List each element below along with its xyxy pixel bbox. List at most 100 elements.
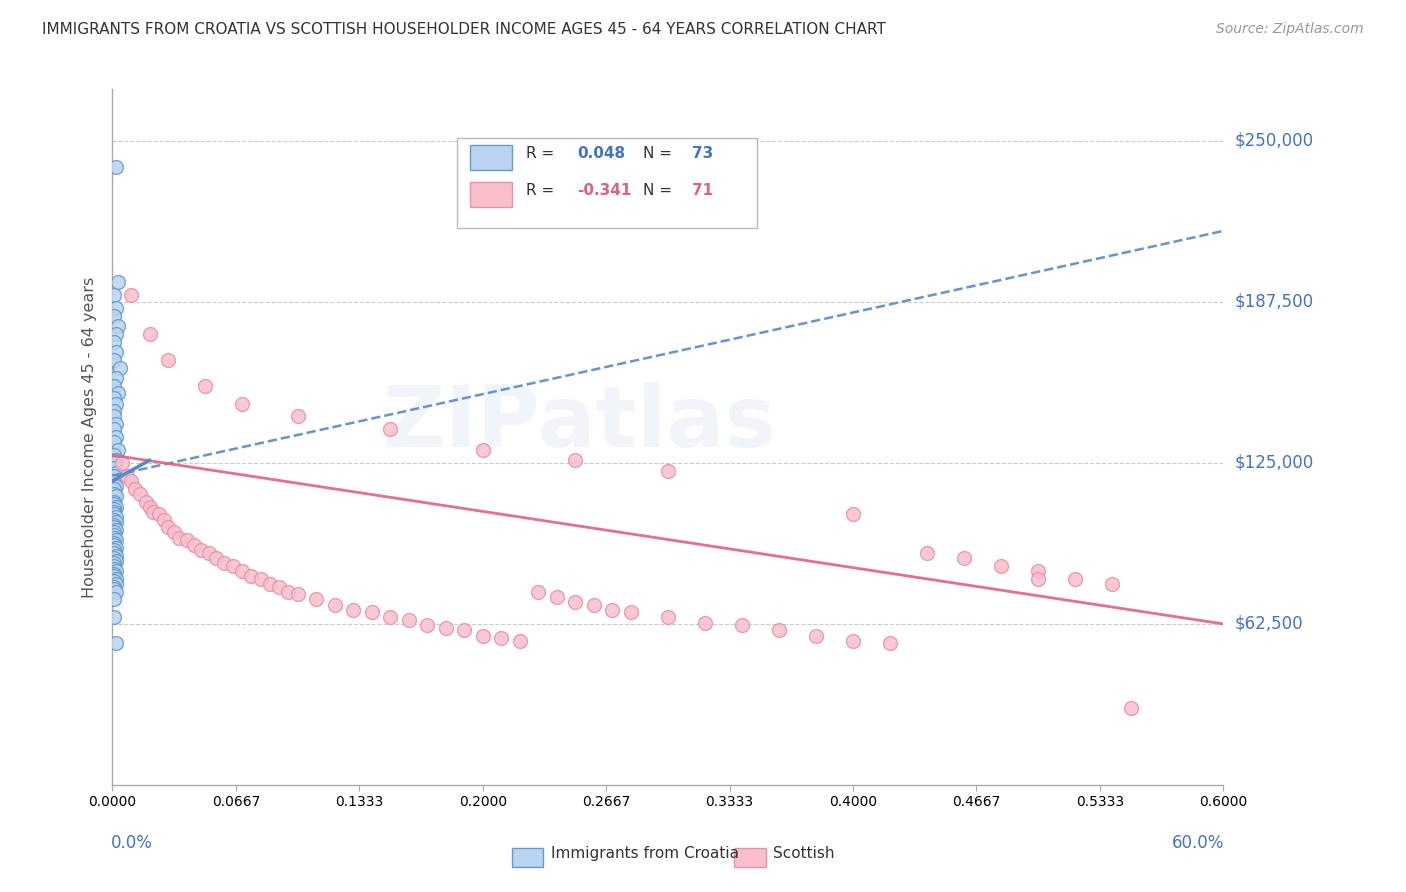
Point [138,500,160,514]
Text: $250,000: $250,000 [1234,132,1313,150]
Point [105,396,128,410]
Point [105,301,128,316]
Point [103,558,125,573]
Point [142,505,165,519]
Point [103,574,125,589]
Point [105,523,128,537]
Y-axis label: Householder Income Ages 45 - 64 years: Householder Income Ages 45 - 64 years [82,277,97,598]
Point [731,618,754,632]
Point [231,396,253,410]
Point [768,624,790,638]
Point [222,558,245,573]
Point [323,598,346,612]
Point [105,515,128,529]
Point [105,554,128,568]
Point [103,610,125,624]
Point [103,505,125,519]
Point [107,442,129,457]
Point [176,533,198,548]
Point [105,577,128,591]
Point [148,508,170,522]
Text: ZIPatlas: ZIPatlas [382,382,776,465]
Point [546,590,568,604]
FancyBboxPatch shape [470,183,512,208]
Point [103,352,125,367]
Point [157,520,180,534]
Point [103,525,125,540]
Text: R =: R = [526,145,558,161]
Point [103,494,125,508]
Point [153,512,176,526]
Text: 60.0%: 60.0% [1173,834,1225,852]
Text: 0.048: 0.048 [576,145,624,161]
Point [398,613,420,627]
Point [1026,564,1049,578]
Point [194,378,217,392]
Point [103,580,125,594]
Point [120,474,142,488]
Text: Source: ZipAtlas.com: Source: ZipAtlas.com [1216,22,1364,37]
Point [103,569,125,583]
Point [103,561,125,575]
FancyBboxPatch shape [457,138,756,228]
Point [103,422,125,436]
Point [471,628,494,642]
Text: 73: 73 [692,145,713,161]
Point [103,404,125,418]
Point [990,558,1012,573]
Point [564,453,586,467]
Point [953,551,976,566]
Point [105,479,128,493]
Point [416,618,439,632]
Point [249,572,271,586]
Point [105,453,128,467]
Point [105,430,128,444]
Point [103,487,125,501]
Point [103,582,125,596]
Point [103,520,125,534]
Point [105,541,128,555]
Point [105,636,128,650]
Point [138,326,160,341]
Point [287,409,309,424]
Point [103,334,125,349]
Text: IMMIGRANTS FROM CROATIA VS SCOTTISH HOUSEHOLDER INCOME AGES 45 - 64 YEARS CORREL: IMMIGRANTS FROM CROATIA VS SCOTTISH HOUS… [42,22,886,37]
Point [103,468,125,483]
Point [491,631,513,645]
Point [509,633,531,648]
Text: $125,000: $125,000 [1234,454,1313,472]
Point [107,276,129,290]
Point [162,525,184,540]
Text: N =: N = [644,183,678,198]
Point [105,326,128,341]
Point [124,482,146,496]
Point [103,512,125,526]
Point [103,531,125,545]
Point [197,546,219,560]
Point [212,557,235,571]
Point [103,456,125,470]
Point [1026,572,1049,586]
Point [183,538,205,552]
Point [259,577,281,591]
FancyBboxPatch shape [734,847,766,867]
Point [108,360,131,375]
FancyBboxPatch shape [512,847,544,867]
Text: Immigrants from Croatia: Immigrants from Croatia [551,846,740,861]
Point [1064,572,1087,586]
Point [103,482,125,496]
Point [105,466,128,480]
Point [582,598,605,612]
Point [105,160,128,174]
Point [103,543,125,558]
Point [657,610,679,624]
Point [1119,700,1142,714]
Point [105,584,128,599]
Point [1101,577,1123,591]
Point [105,417,128,432]
Point [135,494,157,508]
Point [105,533,128,548]
Point [120,288,142,302]
Point [564,595,586,609]
Point [105,564,128,578]
